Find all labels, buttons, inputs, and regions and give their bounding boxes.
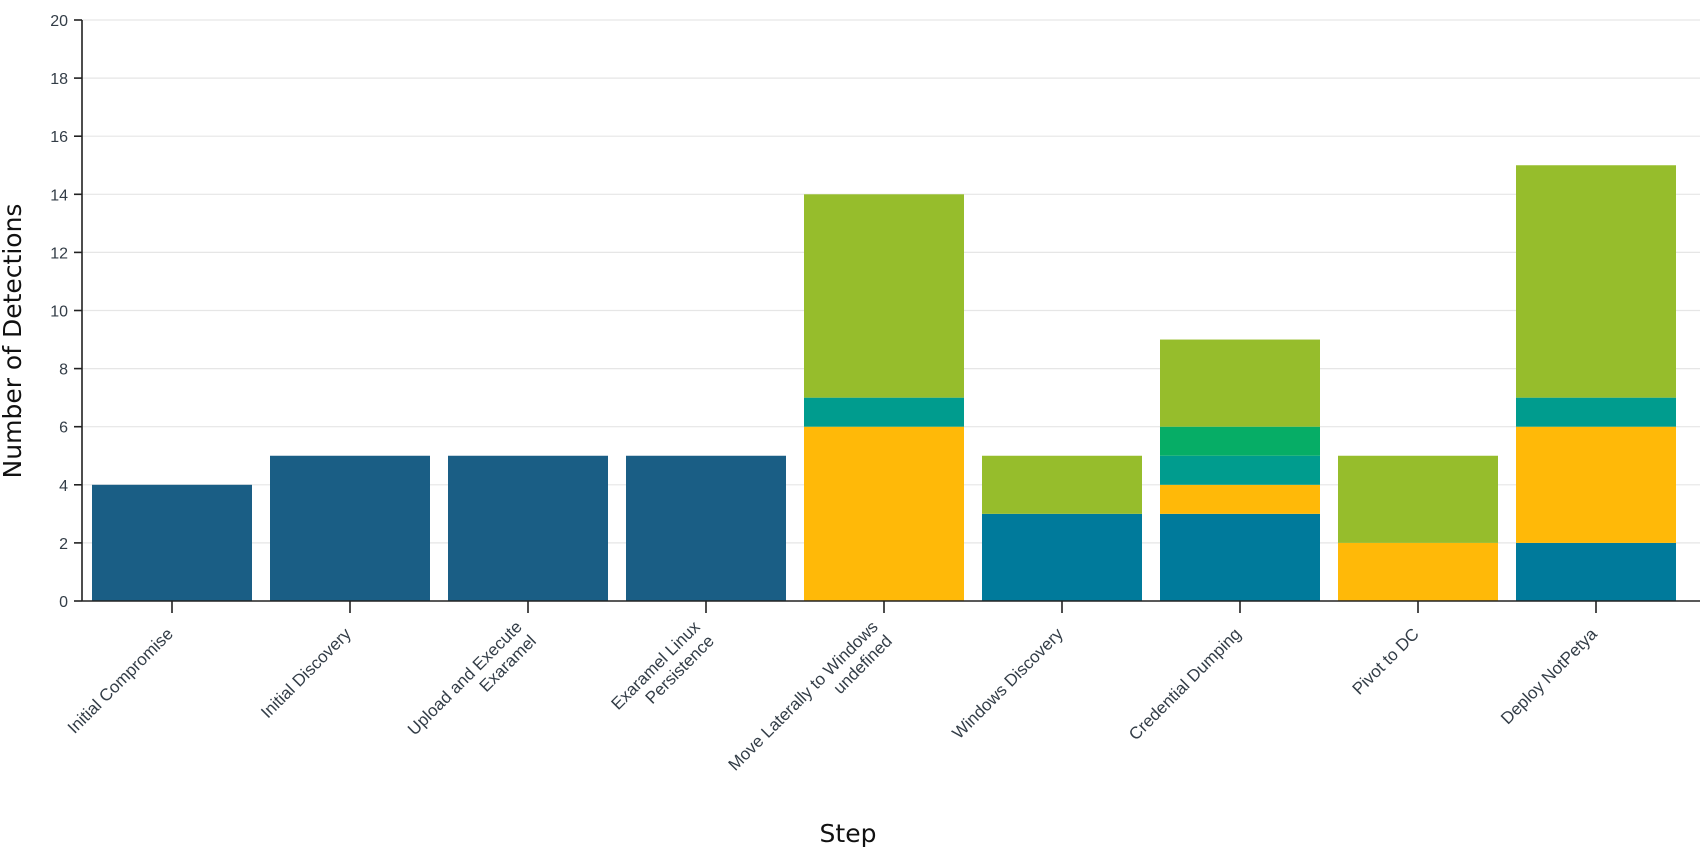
x-tick-label: Credential Dumping — [1125, 624, 1245, 744]
bar-segment — [982, 513, 1142, 601]
x-tick-label: Upload and ExecuteExaramel — [404, 617, 540, 753]
x-axis: Initial Compromise Initial Discovery Uploa… — [64, 600, 1700, 788]
bar-segment — [92, 484, 252, 601]
y-axis: 0 2 4 6 8 10 12 14 16 18 20 — [50, 13, 83, 611]
bar-segment — [1516, 542, 1676, 601]
bar-segment — [1516, 165, 1676, 398]
x-tick-label: Windows Discovery — [949, 624, 1068, 743]
x-tick-label: Deploy NotPetya — [1497, 624, 1601, 728]
x-tick-label: Move Laterally to Windowsundefined — [725, 617, 896, 788]
y-tick-label: 16 — [50, 129, 68, 146]
bar-segment — [1338, 542, 1498, 601]
bar-segment — [1160, 426, 1320, 456]
bar-segment — [1160, 484, 1320, 514]
bar-segment — [448, 455, 608, 601]
y-tick-label: 12 — [50, 245, 68, 262]
bar-segment — [804, 426, 964, 601]
x-tick-label: Initial Discovery — [257, 624, 355, 722]
bar-segment — [626, 455, 786, 601]
bar-segment — [804, 397, 964, 427]
y-tick-label: 0 — [59, 594, 68, 611]
y-tick-label: 6 — [59, 420, 68, 437]
y-tick-label: 18 — [50, 71, 68, 88]
x-tick-label: Exaramel LinuxPersistence — [607, 617, 718, 728]
bar-segment — [1516, 397, 1676, 427]
x-tick-label: Pivot to DC — [1349, 624, 1423, 698]
bar-segment — [982, 455, 1142, 514]
x-axis-title: Step — [820, 819, 877, 848]
y-tick-label: 10 — [50, 304, 68, 321]
y-tick-label: 4 — [59, 478, 68, 495]
bar-segment — [270, 455, 430, 601]
y-tick-label: 20 — [50, 13, 68, 30]
y-axis-title: Number of Detections — [0, 204, 27, 479]
bar-stacks — [92, 165, 1676, 601]
y-tick-label: 2 — [59, 536, 68, 553]
y-tick-label: 8 — [59, 362, 68, 379]
x-tick-label: Initial Compromise — [64, 624, 177, 737]
bar-segment — [804, 194, 964, 398]
bar-segment — [1160, 455, 1320, 485]
bar-segment — [1160, 339, 1320, 427]
bar-segment — [1338, 455, 1498, 543]
bar-segment — [1160, 513, 1320, 601]
bar-segment — [1516, 426, 1676, 543]
y-tick-label: 14 — [50, 187, 68, 204]
